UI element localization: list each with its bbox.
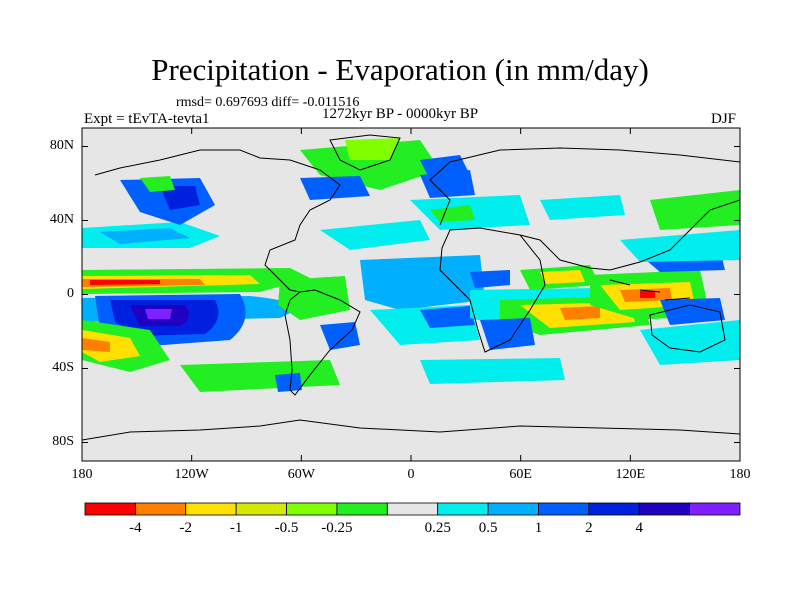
field-w-pacific-cyan <box>620 230 740 262</box>
colorbar-swatch <box>286 502 338 516</box>
colorbar-label: -4 <box>129 520 142 536</box>
axis-ticks <box>81 128 741 461</box>
field-greenland-green <box>345 138 400 160</box>
field-n-atlantic-blue <box>300 176 370 200</box>
lon-tick-label: 60E <box>509 467 532 482</box>
lat-tick-label: 40S <box>52 359 74 375</box>
colorbar-label: -0.25 <box>321 520 353 536</box>
colorbar-label: -1 <box>229 520 243 536</box>
coastline-north-america <box>94 149 341 293</box>
field-south-america-blue <box>320 322 360 350</box>
field-south-pacific-purple <box>145 309 172 319</box>
field-sw-pacific-yellow <box>82 330 140 362</box>
coastline-eurasia <box>429 147 740 271</box>
field-n-pacific-blue <box>100 228 190 244</box>
field-southern-cyan <box>420 358 565 384</box>
field-indian-orange <box>560 306 600 320</box>
field-eq-pacific-red <box>90 280 160 285</box>
season-label: DJF <box>711 111 737 127</box>
colorbar-swatch <box>588 502 640 516</box>
lat-tick-label: 40N <box>49 211 74 227</box>
stats-label: rmsd= 0.697693 diff= -0.011516 <box>176 95 360 110</box>
colorbar-swatch <box>84 502 136 516</box>
field-sw-pacific-orange <box>82 338 110 352</box>
field-s-pacific-east-cyan <box>640 320 740 365</box>
field-alaska-dark <box>160 186 200 210</box>
field-med-green <box>430 205 475 222</box>
colorbar-label: 0.5 <box>478 520 498 536</box>
lon-tick-label: 120W <box>174 467 209 482</box>
colorbar-label: 2 <box>585 520 593 536</box>
coastline-greenland <box>329 134 401 171</box>
colorbar-swatch <box>689 502 741 516</box>
experiment-label: Expt = tEvTA-tevta1 <box>84 111 210 127</box>
field-maritime-red <box>640 291 655 298</box>
period-label: 1272kyr BP - 0000kyr BP <box>322 106 479 122</box>
colorbar-swatch <box>538 502 590 516</box>
lon-tick-label: 180 <box>71 467 93 482</box>
colorbar-label: -0.5 <box>274 520 299 536</box>
field-s-africa-blue <box>480 318 535 350</box>
coastline-africa <box>439 227 546 353</box>
field-amazon-green2 <box>278 276 350 320</box>
colorbar-swatch <box>437 502 489 516</box>
coastline-maritime <box>609 279 691 301</box>
lon-tick-label: 0 <box>407 467 415 482</box>
colorbar-label: 1 <box>534 520 543 536</box>
lat-tick-label: 80N <box>49 137 74 153</box>
field-nw-pacific-green <box>650 190 740 230</box>
lon-tick-label: 120E <box>615 467 646 482</box>
field-patagonia-blue <box>275 373 302 392</box>
field-africa-yellow <box>540 270 585 284</box>
colorbar-swatch <box>638 502 691 516</box>
anomaly-fields <box>82 138 740 392</box>
chart-title: Precipitation - Evaporation (in mm/day) <box>151 52 649 87</box>
colorbar-label: -2 <box>179 520 193 536</box>
field-s-atlantic-blue <box>420 306 475 328</box>
coastline-south-america <box>284 289 361 396</box>
field-eq-atlantic-cyan <box>360 255 485 310</box>
colorbar-swatch <box>134 502 187 516</box>
colorbar-swatch <box>235 502 287 516</box>
field-australia-blue <box>660 298 725 325</box>
lon-tick-label: 180 <box>729 467 751 482</box>
colorbar-swatch <box>386 502 439 516</box>
field-alaska-green <box>140 176 175 192</box>
lat-tick-label: 0 <box>67 285 74 301</box>
coastline-antarctica <box>82 419 740 441</box>
field-siberia-blue <box>420 155 470 180</box>
colorbar-swatch <box>487 502 539 516</box>
lat-tick-label: 80S <box>52 433 74 449</box>
colorbar-label: 0.25 <box>424 520 451 536</box>
colorbar-label: 4 <box>635 520 643 536</box>
field-arabia-blue <box>470 270 510 288</box>
colorbar-swatch <box>185 502 237 516</box>
colorbar <box>84 502 741 516</box>
coastline-australia <box>649 304 726 353</box>
field-n-atlantic-cyan <box>320 220 430 250</box>
colorbar-swatch <box>336 502 388 516</box>
lon-tick-label: 60W <box>287 467 315 482</box>
field-asia-cyan <box>540 195 625 220</box>
coastlines <box>82 134 740 441</box>
